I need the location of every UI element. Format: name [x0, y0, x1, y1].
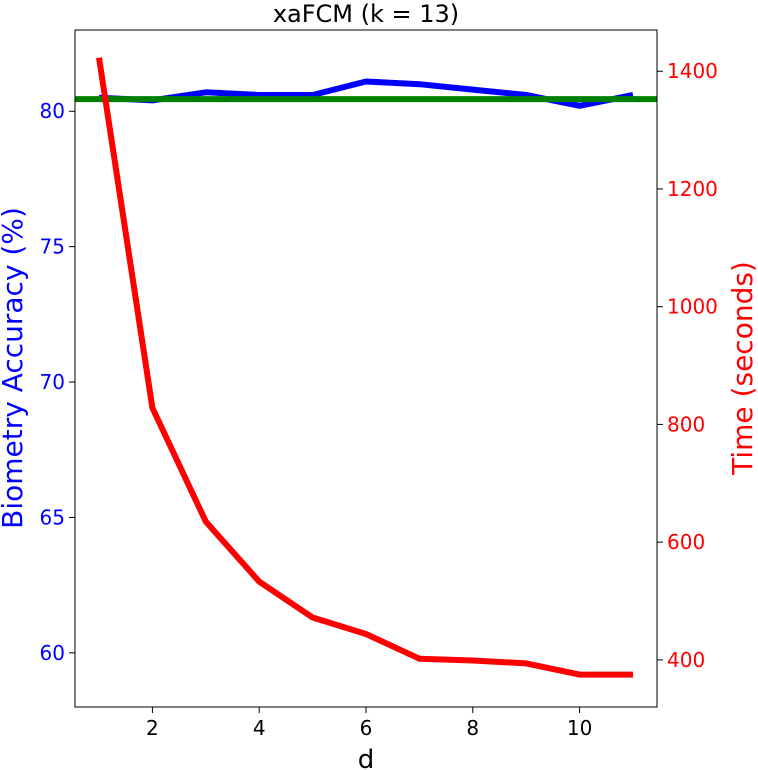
right-tick-label: 1200 [667, 177, 718, 201]
x-tick-label: 2 [146, 716, 159, 740]
right-axis-label: Time (seconds) [726, 261, 758, 476]
right-tick-label: 400 [667, 648, 705, 672]
left-axis-label: Biometry Accuracy (%) [0, 207, 29, 529]
right-tick-label: 1400 [667, 59, 718, 83]
right-tick-label: 800 [667, 412, 705, 436]
x-axis-ticks: 2 4 6 8 10 [146, 707, 592, 740]
x-tick-label: 8 [466, 716, 479, 740]
x-axis-label: d [358, 745, 375, 770]
series-layer [75, 57, 657, 678]
left-tick-label: 65 [40, 505, 65, 529]
left-tick-label: 75 [40, 235, 65, 259]
left-tick-label: 80 [40, 99, 65, 123]
x-tick-label: 6 [360, 716, 373, 740]
left-tick-label: 70 [40, 370, 65, 394]
x-tick-label: 10 [567, 716, 592, 740]
chart-title: xaFCM (k = 13) [273, 0, 459, 28]
right-axis-ticks: 400 600 800 1000 1200 1400 [657, 59, 718, 672]
left-tick-label: 60 [40, 641, 65, 665]
x-tick-label: 4 [253, 716, 266, 740]
left-axis-ticks: 60 65 70 75 80 [40, 99, 75, 665]
right-tick-label: 600 [667, 530, 705, 554]
series-line-2 [96, 57, 633, 678]
plot-area [75, 30, 657, 707]
right-tick-label: 1000 [667, 295, 718, 319]
